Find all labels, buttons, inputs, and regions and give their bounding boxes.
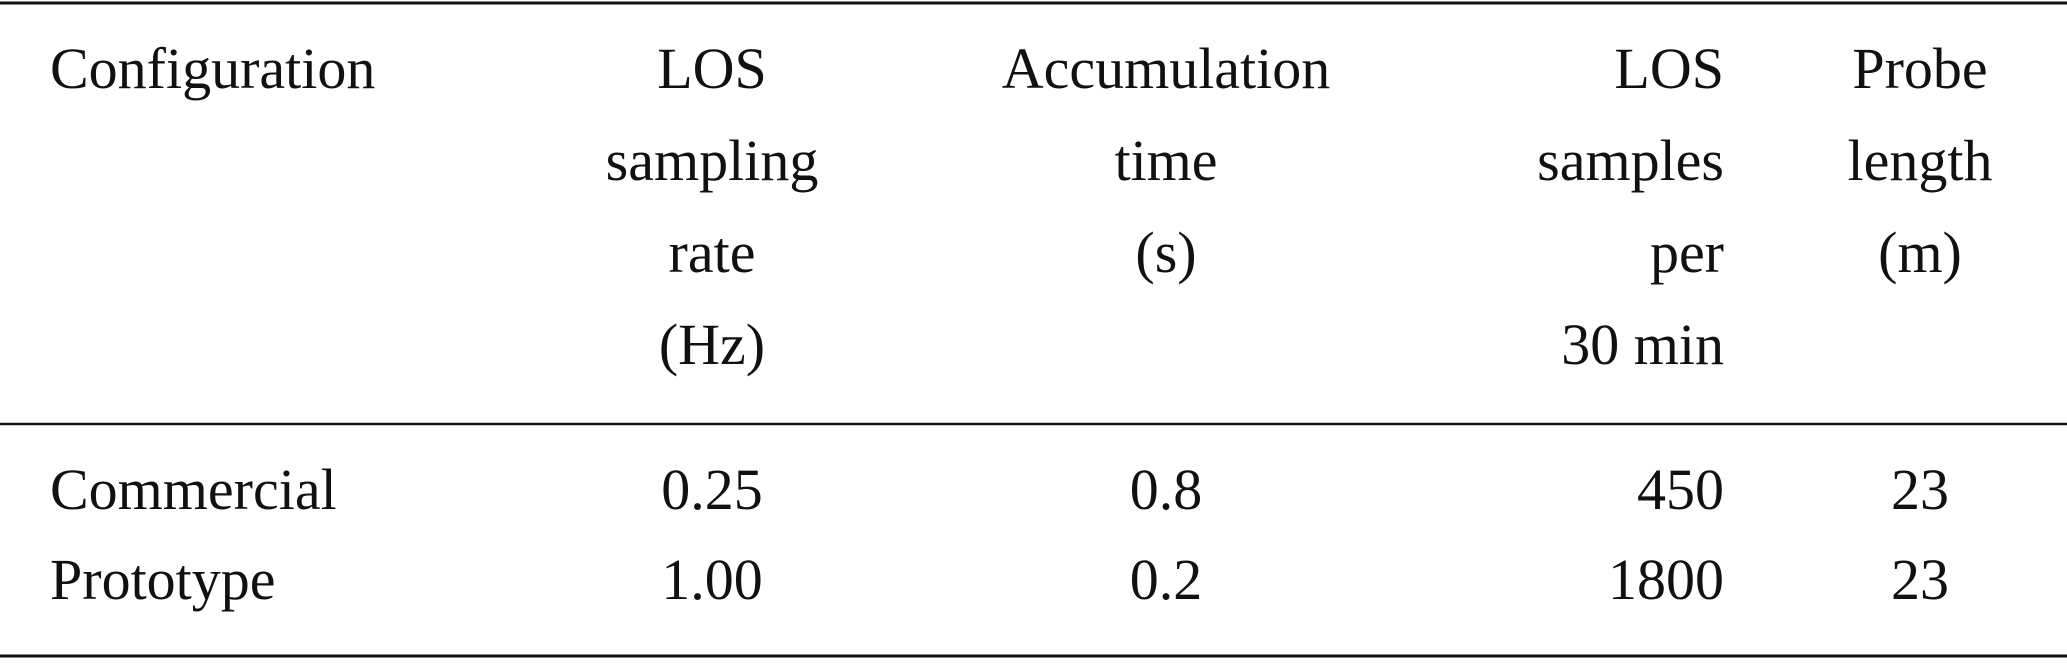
table-cell: 23 — [1891, 457, 1949, 522]
header-cell: (s) — [1135, 220, 1196, 285]
header-cell: (Hz) — [659, 312, 765, 377]
header-cell: sampling — [606, 128, 819, 193]
table-cell: 1.00 — [661, 547, 763, 612]
header-cell: Probe — [1852, 36, 1987, 101]
header-cell: (m) — [1878, 220, 1962, 285]
table-cell: 450 — [1637, 457, 1724, 522]
table-cell: Commercial — [50, 457, 337, 522]
table-cell: 0.2 — [1130, 547, 1203, 612]
header-cell: Configuration — [50, 36, 375, 101]
header-cell: 30 min — [1561, 312, 1724, 377]
header-cell: per — [1650, 220, 1724, 285]
header-cell: LOS — [1614, 36, 1724, 101]
header-cell: time — [1114, 128, 1217, 193]
header-cell: Accumulation — [1002, 36, 1331, 101]
table-cell: 0.25 — [661, 457, 763, 522]
table-cell: 0.8 — [1130, 457, 1203, 522]
header-cell: rate — [669, 220, 756, 285]
header-cell: LOS — [657, 36, 767, 101]
header-cell: length — [1848, 128, 1993, 193]
header-cell: samples — [1537, 128, 1724, 193]
table-cell: 23 — [1891, 547, 1949, 612]
table-cell: Prototype — [50, 547, 276, 612]
table-cell: 1800 — [1608, 547, 1724, 612]
